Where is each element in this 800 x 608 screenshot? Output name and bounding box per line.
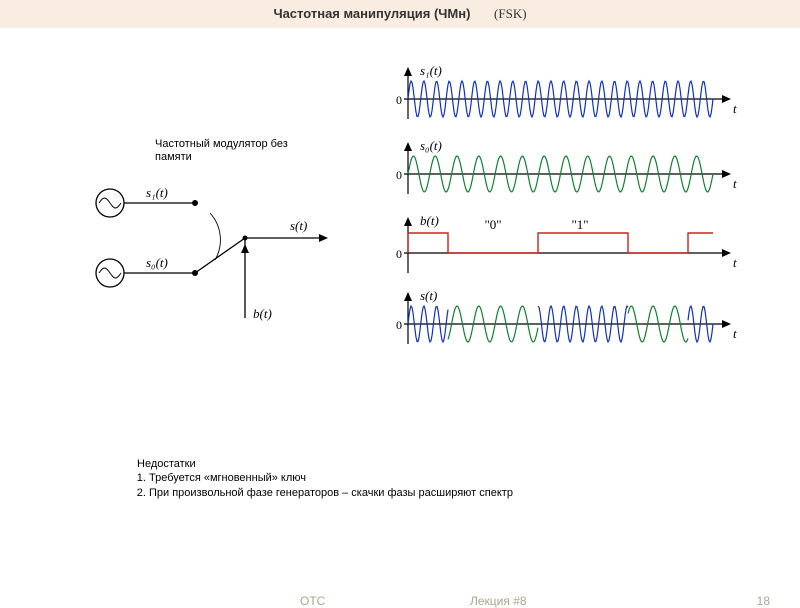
svg-text:s₁(t): s₁(t) <box>420 63 442 78</box>
svg-text:s₀(t): s₀(t) <box>146 255 168 270</box>
slide-header: Частотная манипуляция (ЧМн) (FSK) <box>0 0 800 28</box>
modulator-diagram: s₁(t) s₀(t) s(t) b(t) <box>80 168 360 348</box>
drawbacks-block: Недостатки Требуется «мгновенный» ключ П… <box>115 458 665 502</box>
svg-text:b(t): b(t) <box>420 213 439 228</box>
svg-text:"1": "1" <box>571 217 588 232</box>
footer-course: ОТС <box>300 594 325 608</box>
svg-text:0: 0 <box>396 168 402 182</box>
svg-text:t: t <box>733 255 737 270</box>
footer-lecture: Лекция #8 <box>470 594 527 608</box>
svg-text:s₀(t): s₀(t) <box>420 138 442 153</box>
header-title-ru: Частотная манипуляция (ЧМн) <box>273 6 470 21</box>
header-title-en: (FSK) <box>494 6 527 21</box>
drawback-item: Требуется «мгновенный» ключ <box>149 472 665 486</box>
svg-text:s(t): s(t) <box>290 218 307 233</box>
svg-text:t: t <box>733 176 737 191</box>
svg-text:"0": "0" <box>484 217 501 232</box>
waveforms-diagram: 0 t s₁(t) 0 t s₀(t) 0 t b(t) "0" "1" 0 t s(t) <box>380 63 740 383</box>
drawback-item: При произвольной фазе генераторов – скач… <box>149 487 665 501</box>
drawbacks-list: Требуется «мгновенный» ключ При произвол… <box>149 472 665 501</box>
slide-content: Частотный модулятор без памяти s₁(t) s₀(t… <box>0 28 800 548</box>
svg-text:0: 0 <box>396 93 402 107</box>
drawbacks-title: Недостатки <box>137 458 665 470</box>
svg-text:t: t <box>733 326 737 341</box>
svg-text:0: 0 <box>396 318 402 332</box>
svg-text:t: t <box>733 101 737 116</box>
svg-text:s(t): s(t) <box>420 288 437 303</box>
svg-text:b(t): b(t) <box>253 306 272 321</box>
footer-page: 18 <box>757 594 770 608</box>
svg-text:s₁(t): s₁(t) <box>146 185 168 200</box>
modulator-caption: Частотный модулятор без памяти <box>155 138 295 164</box>
svg-text:0: 0 <box>396 247 402 261</box>
